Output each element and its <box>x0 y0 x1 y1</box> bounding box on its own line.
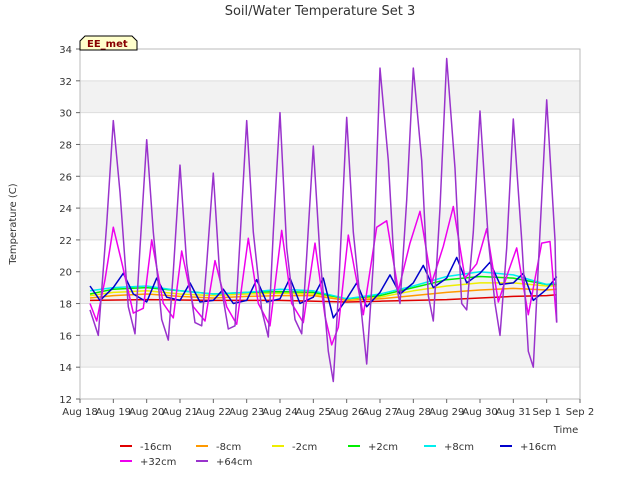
plot-band <box>80 303 580 336</box>
series-line-64cm <box>89 57 558 383</box>
x-tick-label: Aug 31 <box>496 407 531 418</box>
x-tick-label: Aug 21 <box>162 407 197 418</box>
legend-label: -16cm <box>140 442 172 453</box>
legend-item: +8cm <box>424 442 474 453</box>
y-tick-label: 14 <box>59 363 72 374</box>
y-tick-label: 20 <box>59 268 72 279</box>
series-line-8cm <box>89 270 557 300</box>
x-tick-label: Aug 22 <box>196 407 231 418</box>
y-tick-label: 28 <box>59 140 72 151</box>
x-tick-label: Aug 30 <box>462 407 497 418</box>
x-tick-label: Aug 23 <box>229 407 264 418</box>
plot-band <box>80 112 580 145</box>
legend-item: +2cm <box>348 442 398 453</box>
y-tick-label: 22 <box>59 236 72 247</box>
plot-band <box>80 80 580 113</box>
y-tick-label: 24 <box>59 204 72 215</box>
legend-label: -8cm <box>216 442 241 453</box>
plot-frame <box>79 48 581 400</box>
y-tick-label: 12 <box>59 395 72 406</box>
legend-label: +64cm <box>216 457 252 468</box>
y-tick-label: 34 <box>59 45 72 56</box>
legend-item: +16cm <box>500 442 556 453</box>
legend-label: +8cm <box>444 442 474 453</box>
legend-label: +2cm <box>368 442 398 453</box>
x-tick-label: Aug 28 <box>396 407 431 418</box>
x-tick-label: Aug 26 <box>329 407 364 418</box>
plot-band <box>80 144 580 177</box>
plot-band <box>80 49 580 81</box>
x-tick-label: Aug 19 <box>96 407 131 418</box>
legend-label: +16cm <box>520 442 556 453</box>
plot-band <box>80 176 580 209</box>
legend-item: -16cm <box>120 442 172 453</box>
x-tick-label: Aug 20 <box>129 407 164 418</box>
y-axis-ticks: 12 14 16 18 20 22 24 26 28 30 32 34 <box>59 45 80 406</box>
legend-item: -2cm <box>272 442 317 453</box>
chart-title: Soil/Water Temperature Set 3 <box>225 4 416 19</box>
x-tick-label: Aug 29 <box>429 407 464 418</box>
annotation-box <box>79 35 138 51</box>
legend-item: +32cm <box>120 457 176 468</box>
legend-label: -2cm <box>292 442 317 453</box>
x-axis-label: Time <box>553 425 578 436</box>
y-tick-label: 16 <box>59 331 72 342</box>
x-tick-label: Aug 27 <box>362 407 397 418</box>
y-tick-label: 18 <box>59 300 72 311</box>
y-tick-label: 26 <box>59 172 72 183</box>
x-tick-label: Sep 2 <box>566 407 594 418</box>
series-line-16cm <box>89 256 558 319</box>
series-lines <box>89 57 558 383</box>
plot-band <box>80 367 580 399</box>
x-tick-label: Aug 18 <box>62 407 97 418</box>
legend-item: +64cm <box>196 457 252 468</box>
y-tick-label: 30 <box>59 109 72 120</box>
plot-background <box>80 49 580 399</box>
plot-band <box>80 208 580 240</box>
annotation-text: EE_met <box>87 39 128 50</box>
plot-band <box>80 239 580 272</box>
y-tick-label: 32 <box>59 77 72 88</box>
y-axis-label: Temperature (C) <box>8 183 19 265</box>
x-tick-label: Aug 25 <box>296 407 331 418</box>
legend: -16cm -8cm -2cm +2cm +8cm +16cm +32cm +64cm <box>120 442 556 468</box>
x-tick-label: Sep 1 <box>532 407 560 418</box>
x-tick-label: Aug 24 <box>262 407 297 418</box>
legend-label: +32cm <box>140 457 176 468</box>
ee-met-annotation: EE_met <box>79 35 138 51</box>
legend-item: -8cm <box>196 442 241 453</box>
series-line-16cm <box>89 294 557 303</box>
